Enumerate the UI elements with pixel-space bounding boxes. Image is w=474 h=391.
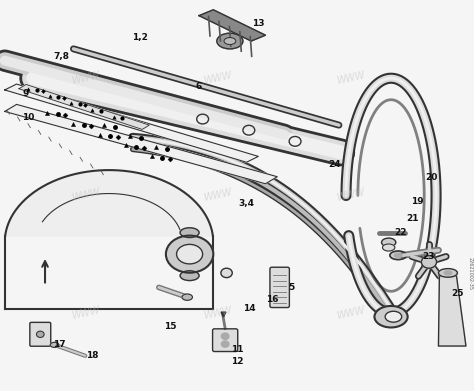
Ellipse shape [182, 294, 192, 300]
Ellipse shape [217, 33, 243, 49]
Text: WWW: WWW [203, 305, 233, 321]
Ellipse shape [383, 244, 395, 251]
Polygon shape [438, 276, 466, 346]
FancyBboxPatch shape [212, 329, 237, 352]
Text: WWW: WWW [336, 188, 366, 203]
Text: 13: 13 [252, 19, 264, 28]
Ellipse shape [50, 343, 59, 348]
Polygon shape [5, 104, 277, 184]
Ellipse shape [438, 269, 457, 277]
Polygon shape [5, 84, 258, 162]
Circle shape [221, 341, 229, 347]
Text: 25: 25 [451, 289, 464, 298]
Text: 16: 16 [266, 294, 279, 304]
Text: 15: 15 [164, 322, 177, 331]
FancyBboxPatch shape [270, 267, 289, 307]
Text: 14: 14 [243, 304, 255, 314]
Circle shape [221, 333, 229, 339]
Ellipse shape [176, 244, 203, 264]
Text: 22: 22 [394, 228, 407, 237]
Text: 20: 20 [425, 173, 438, 183]
Circle shape [421, 256, 437, 268]
Ellipse shape [385, 311, 401, 322]
Polygon shape [199, 10, 265, 41]
Ellipse shape [166, 235, 213, 273]
Polygon shape [19, 84, 149, 129]
Text: 9: 9 [23, 89, 29, 99]
Text: 21: 21 [406, 214, 419, 224]
Text: 1,2: 1,2 [132, 32, 148, 42]
Text: 3,4: 3,4 [238, 199, 255, 208]
Ellipse shape [224, 38, 236, 45]
Text: 18: 18 [86, 351, 99, 361]
Polygon shape [5, 170, 213, 236]
Text: WWW: WWW [70, 305, 100, 321]
Text: 5: 5 [288, 283, 295, 292]
Text: 19: 19 [411, 197, 423, 206]
Ellipse shape [390, 251, 406, 260]
Text: 22621002-35: 22621002-35 [468, 257, 473, 290]
FancyBboxPatch shape [30, 322, 51, 346]
Ellipse shape [180, 228, 199, 237]
Text: WWW: WWW [336, 70, 366, 86]
Ellipse shape [374, 306, 408, 327]
Ellipse shape [180, 271, 199, 281]
Ellipse shape [382, 238, 396, 247]
Text: WWW: WWW [203, 188, 233, 203]
Text: 23: 23 [423, 251, 435, 261]
Circle shape [36, 331, 44, 337]
Text: 10: 10 [22, 113, 35, 122]
Text: 6: 6 [196, 81, 202, 91]
Text: WWW: WWW [70, 188, 100, 203]
Text: 12: 12 [231, 357, 243, 366]
Text: 17: 17 [53, 339, 65, 349]
Ellipse shape [394, 253, 402, 257]
Text: WWW: WWW [70, 70, 100, 86]
Text: WWW: WWW [203, 70, 233, 86]
Text: 11: 11 [231, 345, 243, 355]
Text: 7,8: 7,8 [54, 52, 70, 61]
Text: WWW: WWW [336, 305, 366, 321]
Text: 24: 24 [328, 160, 340, 169]
Ellipse shape [444, 271, 452, 275]
Circle shape [221, 268, 232, 278]
